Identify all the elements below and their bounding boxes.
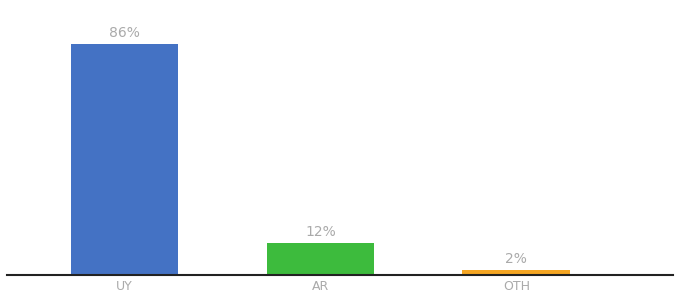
Text: 2%: 2% (505, 252, 527, 266)
Bar (462, 270, 571, 275)
Bar (267, 243, 374, 275)
Text: 12%: 12% (305, 225, 336, 239)
Bar (71, 44, 178, 275)
Text: 86%: 86% (109, 26, 140, 40)
